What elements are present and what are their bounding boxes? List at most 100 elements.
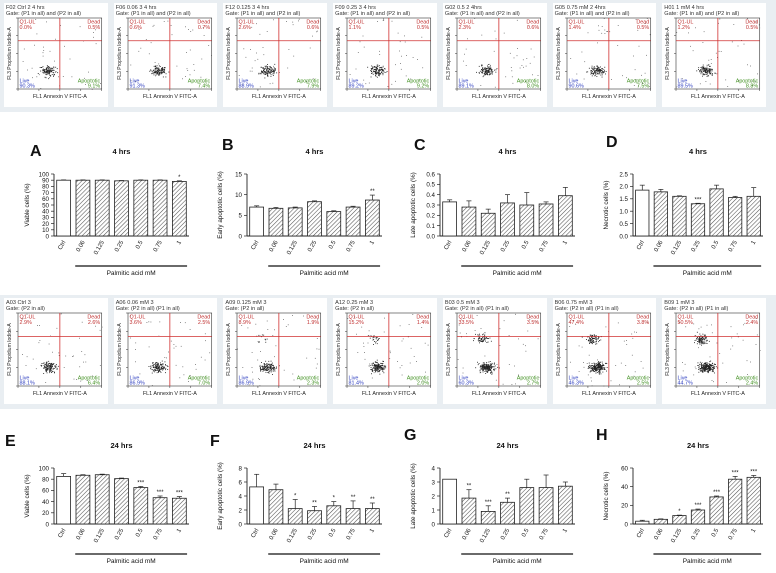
- flow-dot: [488, 367, 490, 369]
- flow-dot: [157, 68, 159, 70]
- flow-dot: [705, 70, 707, 72]
- flow-dot: [641, 82, 643, 84]
- flow-plot-header: F12 0.125 3 4 hrs Gate: (P1 in all) and (…: [225, 5, 300, 18]
- flow-dot: [599, 368, 601, 370]
- flow-dot: [486, 368, 488, 370]
- flow-dot: [705, 67, 707, 69]
- flow-dot: [184, 322, 186, 324]
- flow-dot: [491, 366, 493, 368]
- flow-plot-title: G02 0.5 2 4hrs: [444, 5, 482, 11]
- flow-dot: [617, 25, 619, 26]
- flow-dot: [593, 72, 595, 73]
- flow-dot: [384, 68, 386, 70]
- flow-dot: [529, 62, 531, 64]
- bar: [709, 188, 724, 237]
- flow-dot: [210, 55, 212, 56]
- flow-dot: [705, 362, 707, 364]
- flow-dot: [717, 367, 719, 369]
- x-axis-label: Palmitic acid mM: [107, 270, 156, 277]
- flow-dot: [156, 71, 158, 73]
- flow-dot: [704, 370, 706, 371]
- flow-dot: [267, 74, 269, 76]
- flow-dot: [276, 367, 278, 369]
- flow-dot: [157, 67, 158, 69]
- flow-dot: [477, 334, 479, 336]
- flow-dot: [482, 69, 484, 71]
- flow-dot: [154, 68, 156, 70]
- flow-dots: [22, 313, 103, 383]
- bar: [133, 179, 149, 237]
- flow-dot: [272, 71, 274, 73]
- y-tick-label: 100: [39, 465, 50, 472]
- flow-dot: [592, 370, 594, 372]
- bar: [287, 207, 303, 237]
- flow-dot: [260, 370, 262, 372]
- flow-dot: [475, 367, 476, 369]
- flow-dot: [755, 81, 757, 83]
- flow-dot: [514, 383, 516, 385]
- quadrant-ll-value: 88.1%: [20, 381, 35, 387]
- flow-dot: [189, 377, 191, 379]
- flow-dot: [37, 73, 39, 74]
- flow-dot: [376, 368, 378, 369]
- flow-dot: [465, 48, 467, 50]
- flow-dot: [162, 67, 163, 68]
- flow-plot-gate: Gate: (P1 in all) and (P2 in all): [335, 11, 411, 18]
- flow-dot: [597, 70, 599, 71]
- y-tick-label: 70: [42, 190, 49, 197]
- flow-dot: [484, 74, 486, 76]
- flow-dot: [41, 365, 43, 367]
- flow-dot: [598, 69, 600, 71]
- flow-dot: [262, 334, 264, 336]
- flow-dot: [157, 362, 159, 364]
- flow-plot-svg: Q1-UL0.6%Dead0.7%Live91.3%Apoptotic7.4%F…: [117, 17, 212, 100]
- flow-dot: [742, 339, 744, 341]
- flow-dot: [262, 366, 264, 368]
- flow-dot: [708, 370, 709, 372]
- quadrant-ul-label: Q1-UL: [568, 315, 584, 321]
- flow-dot: [491, 372, 493, 374]
- flow-dot: [491, 373, 493, 375]
- flow-dot: [596, 66, 598, 67]
- flow-dot: [482, 366, 484, 367]
- flow-dot: [195, 368, 197, 370]
- y-axis-label: Early apoptotic cells (%): [217, 171, 224, 239]
- flow-dot: [588, 343, 590, 344]
- flow-dot: [380, 73, 382, 75]
- flow-dot: [162, 368, 164, 370]
- flow-dot: [286, 21, 288, 22]
- x-tick-label: 1: [562, 239, 569, 245]
- flow-plot: B03 0.5 mM 3 Gate: (P2 in all) (P1 in all…: [442, 298, 547, 404]
- quadrant-ll-value: 90.3%: [20, 84, 35, 90]
- flow-dot: [593, 71, 595, 73]
- significance-marker: ***: [176, 491, 184, 497]
- flow-dot: [266, 70, 268, 72]
- flow-dot: [372, 337, 374, 339]
- flow-dot: [590, 339, 592, 341]
- flow-dot: [165, 367, 166, 369]
- y-tick-label: 2.0: [619, 184, 628, 191]
- flow-dot: [706, 71, 708, 73]
- flow-dot: [48, 365, 50, 367]
- flow-dot: [272, 73, 274, 75]
- flow-dot: [262, 71, 264, 73]
- flow-dot: [170, 340, 172, 342]
- flow-dot: [391, 83, 393, 85]
- flow-dot: [699, 339, 701, 341]
- flow-x-axis-label: FL1 Annexin V FITC-A: [472, 94, 526, 100]
- flow-dot: [595, 337, 597, 339]
- flow-dot: [594, 337, 596, 339]
- flow-dot: [489, 363, 491, 365]
- flow-dot: [593, 371, 595, 372]
- flow-dot: [492, 369, 494, 370]
- flow-dot: [43, 70, 45, 72]
- flow-dot: [709, 367, 710, 369]
- flow-dot: [712, 370, 714, 372]
- flow-dot: [267, 366, 269, 368]
- flow-dot: [55, 38, 56, 40]
- flow-plot-gate: Gate: (P1 in all) and (P2 in all): [6, 11, 81, 18]
- flow-dot: [42, 70, 44, 72]
- flow-dot: [499, 328, 501, 330]
- flow-dot: [587, 374, 589, 376]
- flow-dot: [380, 362, 382, 364]
